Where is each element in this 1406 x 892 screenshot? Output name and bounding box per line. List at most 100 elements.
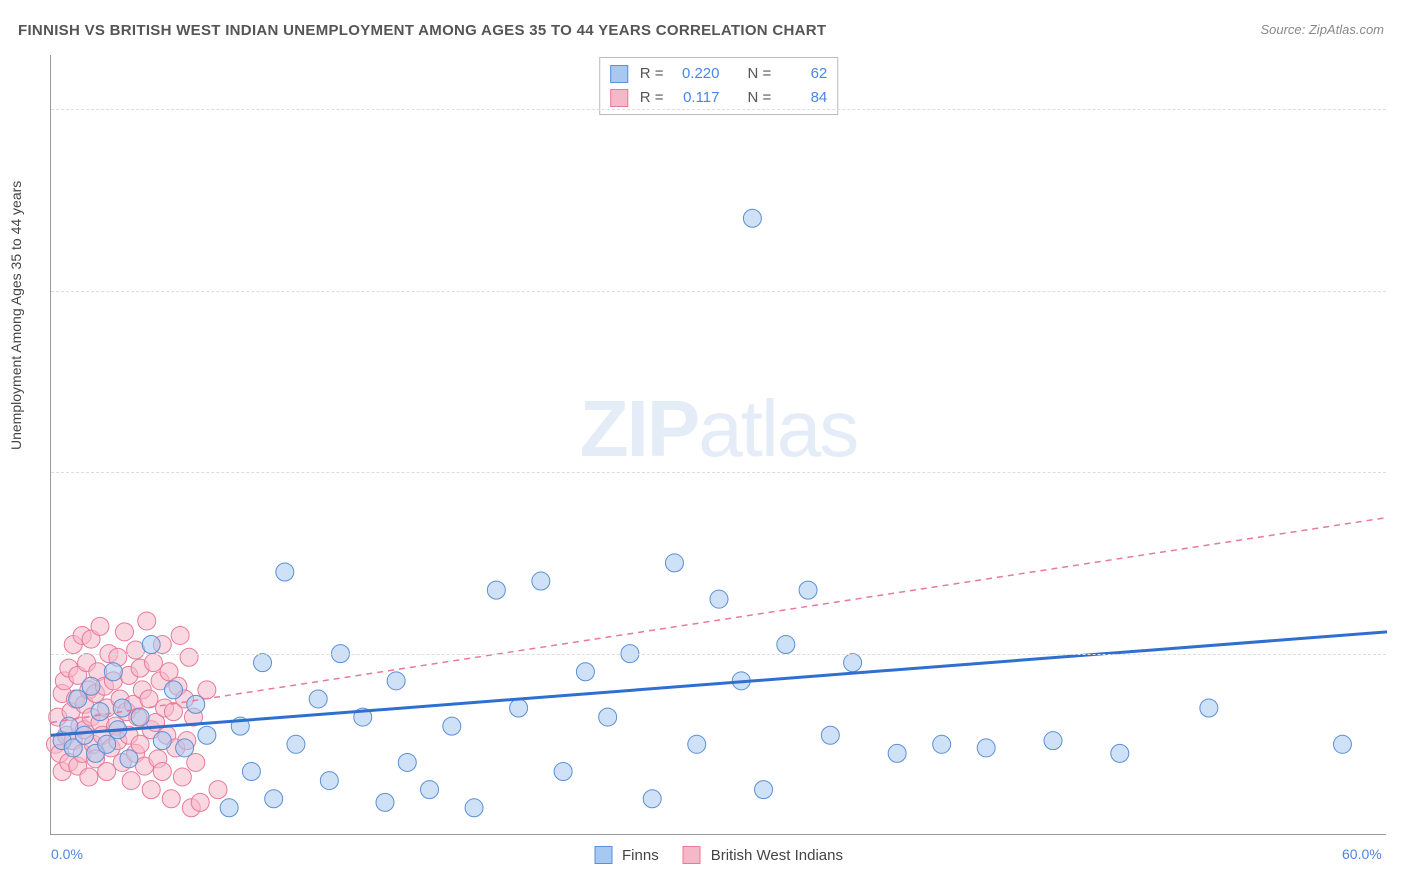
stats-row: R = 0.220 N = 62 [610, 62, 828, 86]
scatter-point [173, 768, 191, 786]
n-value: 84 [779, 86, 827, 110]
scatter-point [131, 735, 149, 753]
scatter-point [113, 699, 131, 717]
scatter-point [180, 648, 198, 666]
scatter-point [91, 703, 109, 721]
n-value: 62 [779, 62, 827, 86]
scatter-point [142, 636, 160, 654]
scatter-point [821, 726, 839, 744]
legend-swatch [594, 846, 612, 864]
y-tick-label: 30.0% [1396, 283, 1406, 299]
scatter-point [198, 681, 216, 699]
scatter-point [120, 750, 138, 768]
scatter-point [287, 735, 305, 753]
legend-series-name: British West Indians [711, 847, 843, 864]
scatter-point [532, 572, 550, 590]
scatter-point [376, 793, 394, 811]
scatter-point [643, 790, 661, 808]
scatter-point [104, 663, 122, 681]
stats-row: R = 0.117 N = 84 [610, 86, 828, 110]
scatter-plot-svg [51, 55, 1386, 834]
r-value: 0.220 [672, 62, 720, 86]
gridline [51, 472, 1386, 473]
scatter-point [554, 763, 572, 781]
scatter-point [122, 772, 140, 790]
legend-item: British West Indians [683, 846, 843, 864]
y-tick-label: 20.0% [1396, 464, 1406, 480]
scatter-point [254, 654, 272, 672]
correlation-stats-legend: R = 0.220 N = 62 R = 0.117 N = 84 [599, 57, 839, 115]
scatter-point [191, 793, 209, 811]
scatter-point [1333, 735, 1351, 753]
scatter-point [98, 763, 116, 781]
n-label: N = [748, 86, 772, 110]
scatter-point [465, 799, 483, 817]
scatter-point [187, 753, 205, 771]
scatter-point [599, 708, 617, 726]
scatter-point [320, 772, 338, 790]
scatter-point [153, 763, 171, 781]
scatter-point [844, 654, 862, 672]
trend-line [51, 632, 1387, 735]
scatter-point [977, 739, 995, 757]
r-label: R = [640, 62, 664, 86]
scatter-point [162, 790, 180, 808]
scatter-point [755, 781, 773, 799]
scatter-point [510, 699, 528, 717]
scatter-point [131, 708, 149, 726]
scatter-point [98, 735, 116, 753]
chart-container: FINNISH VS BRITISH WEST INDIAN UNEMPLOYM… [0, 0, 1406, 892]
scatter-point [387, 672, 405, 690]
scatter-point [487, 581, 505, 599]
scatter-point [443, 717, 461, 735]
scatter-point [1044, 732, 1062, 750]
plot-area: ZIPatlas R =0.220N =62R =0.117N =84 Finn… [50, 55, 1386, 835]
scatter-point [142, 781, 160, 799]
scatter-point [75, 726, 93, 744]
scatter-point [265, 790, 283, 808]
legend-item: Finns [594, 846, 659, 864]
scatter-point [576, 663, 594, 681]
scatter-point [138, 612, 156, 630]
legend-series-name: Finns [622, 847, 659, 864]
legend-swatch [610, 89, 628, 107]
scatter-point [777, 636, 795, 654]
scatter-point [688, 735, 706, 753]
gridline [51, 109, 1386, 110]
scatter-point [164, 681, 182, 699]
scatter-point [144, 654, 162, 672]
gridline [51, 291, 1386, 292]
legend-swatch [610, 65, 628, 83]
source-attribution: Source: ZipAtlas.com [1260, 22, 1384, 37]
y-tick-label: 40.0% [1396, 101, 1406, 117]
scatter-point [1200, 699, 1218, 717]
scatter-point [82, 677, 100, 695]
scatter-point [398, 753, 416, 771]
scatter-point [69, 690, 87, 708]
chart-title: FINNISH VS BRITISH WEST INDIAN UNEMPLOYM… [18, 22, 826, 39]
scatter-point [176, 739, 194, 757]
scatter-point [309, 690, 327, 708]
scatter-point [710, 590, 728, 608]
scatter-point [1111, 744, 1129, 762]
scatter-point [171, 626, 189, 644]
scatter-point [115, 623, 133, 641]
scatter-point [220, 799, 238, 817]
r-value: 0.117 [672, 86, 720, 110]
scatter-point [153, 732, 171, 750]
scatter-point [743, 209, 761, 227]
trend-line [51, 518, 1387, 723]
legend-swatch [683, 846, 701, 864]
n-label: N = [748, 62, 772, 86]
scatter-point [276, 563, 294, 581]
scatter-point [421, 781, 439, 799]
x-tick-label: 60.0% [1342, 846, 1382, 862]
gridline [51, 654, 1386, 655]
scatter-point [80, 768, 98, 786]
r-label: R = [640, 86, 664, 110]
scatter-point [187, 695, 205, 713]
scatter-point [209, 781, 227, 799]
scatter-point [665, 554, 683, 572]
scatter-point [933, 735, 951, 753]
scatter-point [198, 726, 216, 744]
